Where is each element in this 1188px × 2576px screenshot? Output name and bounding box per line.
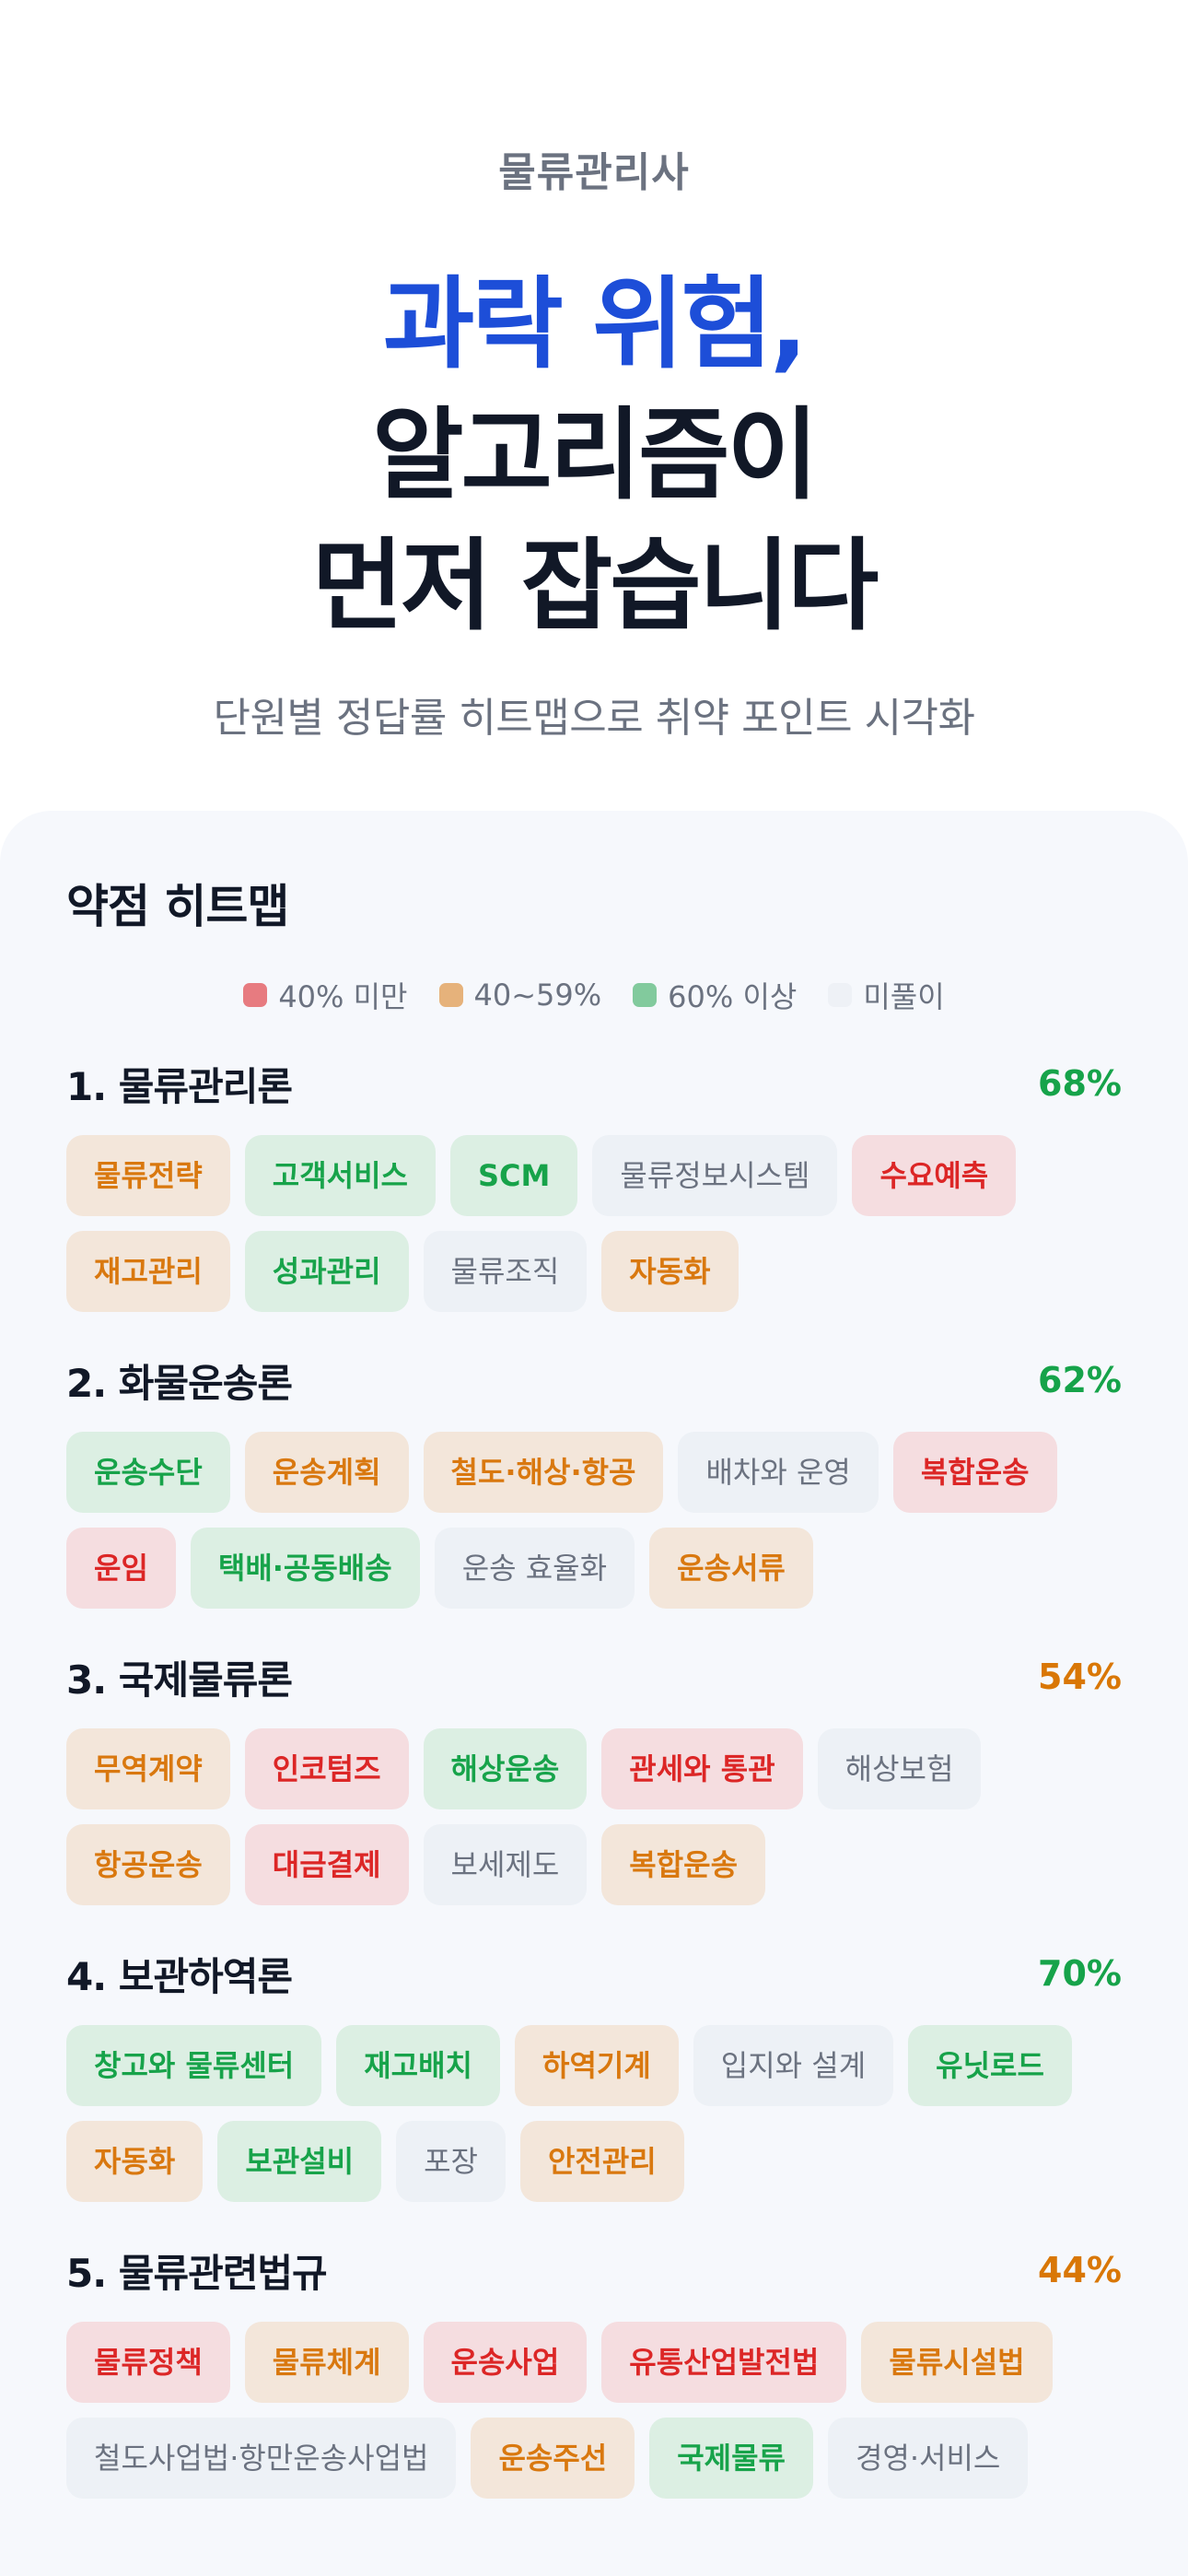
unit-score: 54% <box>1038 1657 1122 1697</box>
topic-chip[interactable]: 해상운송 <box>423 1728 588 1809</box>
topic-chip[interactable]: 해상보험 <box>817 1728 982 1809</box>
legend-swatch <box>633 983 658 1007</box>
unit-score: 44% <box>1038 2250 1122 2290</box>
topic-chip[interactable]: 고객서비스 <box>244 1135 436 1216</box>
unit-score: 68% <box>1038 1063 1122 1104</box>
topic-chip[interactable]: 물류체계 <box>244 2322 409 2403</box>
heatmap-card: 약점 히트맵 40% 미만 40~59% 60% 이상 미풀이 1. 물류관리론 68%… <box>0 811 1188 2576</box>
topic-chip[interactable]: 무역계약 <box>66 1728 230 1809</box>
topic-chip[interactable]: 택배·공동배송 <box>190 1528 420 1609</box>
headline: 과락 위험, 알고리즘이 먼저 잡습니다 <box>0 260 1188 652</box>
topic-chip[interactable]: 인코텀즈 <box>244 1728 409 1809</box>
topic-chip[interactable]: 수요예측 <box>852 1135 1017 1216</box>
legend-item: 40% 미만 <box>243 974 408 1016</box>
legend-swatch <box>243 983 268 1007</box>
unit-score: 62% <box>1038 1360 1122 1400</box>
legend-label: 40~59% <box>473 978 602 1013</box>
topic-chip[interactable]: 성과관리 <box>244 1231 409 1312</box>
legend-swatch <box>438 983 463 1007</box>
exam-name: 물류관리사 <box>498 149 690 196</box>
topic-chip[interactable]: 유통산업발전법 <box>601 2322 847 2403</box>
topic-chip[interactable]: 복합운송 <box>892 1432 1057 1513</box>
topic-chip[interactable]: 물류전략 <box>66 1135 230 1216</box>
topic-chip[interactable]: 배차와 운영 <box>678 1432 879 1513</box>
topic-chip[interactable]: 운송서류 <box>649 1528 813 1609</box>
topic-chip[interactable]: 입지와 설계 <box>693 2025 894 2106</box>
topic-chip[interactable]: 철도·해상·항공 <box>423 1432 664 1513</box>
topic-chip[interactable]: 항공운송 <box>66 1824 230 1905</box>
topic-chip[interactable]: 안전관리 <box>519 2121 684 2202</box>
topic-chip[interactable]: 재고배치 <box>336 2025 500 2106</box>
unit-score: 70% <box>1038 1953 1122 1994</box>
topic-chip[interactable]: 운송사업 <box>423 2322 588 2403</box>
topic-chip[interactable]: 자동화 <box>66 2121 204 2202</box>
legend-item: 미풀이 <box>828 974 945 1016</box>
topic-chip[interactable]: 경영·서비스 <box>827 2418 1029 2499</box>
topic-chip[interactable]: 운송수단 <box>66 1432 230 1513</box>
heatmap-legend: 40% 미만 40~59% 60% 이상 미풀이 <box>66 975 1122 1015</box>
legend-item: 60% 이상 <box>633 974 797 1016</box>
unit-title: 3. 국제물류론 <box>66 1657 293 1703</box>
topic-chip[interactable]: 관세와 통관 <box>601 1728 803 1809</box>
topic-chip[interactable]: 보세제도 <box>423 1824 588 1905</box>
unit-title: 5. 물류관련법규 <box>66 2250 328 2296</box>
unit-title: 1. 물류관리론 <box>66 1063 293 1109</box>
topic-chip[interactable]: 운송계획 <box>244 1432 409 1513</box>
unit-title: 4. 보관하역론 <box>66 1953 293 1999</box>
topic-chip[interactable]: 물류시설법 <box>861 2322 1053 2403</box>
subtitle: 단원별 정답률 히트맵으로 취약 포인트 시각화 <box>213 695 975 742</box>
topic-chip[interactable]: 재고관리 <box>66 1231 230 1312</box>
topic-chip[interactable]: 물류정책 <box>66 2322 230 2403</box>
headline-accent: 과락 위험, <box>382 267 808 382</box>
heatmap-title: 약점 히트맵 <box>66 880 289 933</box>
unit-title: 2. 화물운송론 <box>66 1360 293 1406</box>
unit-header: 1. 물류관리론 68% <box>66 1056 1122 1111</box>
topic-chip[interactable]: 물류정보시스템 <box>592 1135 838 1216</box>
topic-chip[interactable]: 보관설비 <box>217 2121 382 2202</box>
unit-header: 3. 국제물류론 54% <box>66 1649 1122 1704</box>
unit-header: 4. 보관하역론 70% <box>66 1946 1122 2001</box>
topic-chip[interactable]: 물류조직 <box>423 1231 588 1312</box>
topic-chip[interactable]: SCM <box>449 1135 578 1216</box>
legend-label: 미풀이 <box>863 979 945 1014</box>
hero-section: 물류관리사 과락 위험, 알고리즘이 먼저 잡습니다 단원별 정답률 히트맵으로… <box>0 0 1188 744</box>
topic-chip[interactable]: 국제물류 <box>649 2418 813 2499</box>
topic-chip[interactable]: 포장 <box>396 2121 506 2202</box>
headline-line-2: 알고리즘이 <box>372 398 819 513</box>
topic-chip[interactable]: 운송주선 <box>471 2418 635 2499</box>
topic-chip[interactable]: 대금결제 <box>244 1824 409 1905</box>
topic-chip[interactable]: 하역기계 <box>515 2025 679 2106</box>
unit-header: 2. 화물운송론 62% <box>66 1352 1122 1408</box>
headline-line-3: 먼저 잡습니다 <box>311 529 879 644</box>
topic-chip[interactable]: 운임 <box>66 1528 176 1609</box>
legend-item: 40~59% <box>438 978 602 1013</box>
legend-label: 40% 미만 <box>278 979 408 1014</box>
topic-chip[interactable]: 운송 효율화 <box>434 1528 635 1609</box>
topic-chip[interactable]: 자동화 <box>601 1231 739 1312</box>
topic-chip[interactable]: 복합운송 <box>601 1824 766 1905</box>
topic-chip[interactable]: 철도사업법·항만운송사업법 <box>66 2418 457 2499</box>
unit-header: 5. 물류관련법규 44% <box>66 2242 1122 2298</box>
topic-chip[interactable]: 유닛로드 <box>908 2025 1072 2106</box>
legend-label: 60% 이상 <box>668 979 798 1014</box>
legend-swatch <box>828 983 853 1007</box>
topic-chip[interactable]: 창고와 물류센터 <box>66 2025 322 2106</box>
